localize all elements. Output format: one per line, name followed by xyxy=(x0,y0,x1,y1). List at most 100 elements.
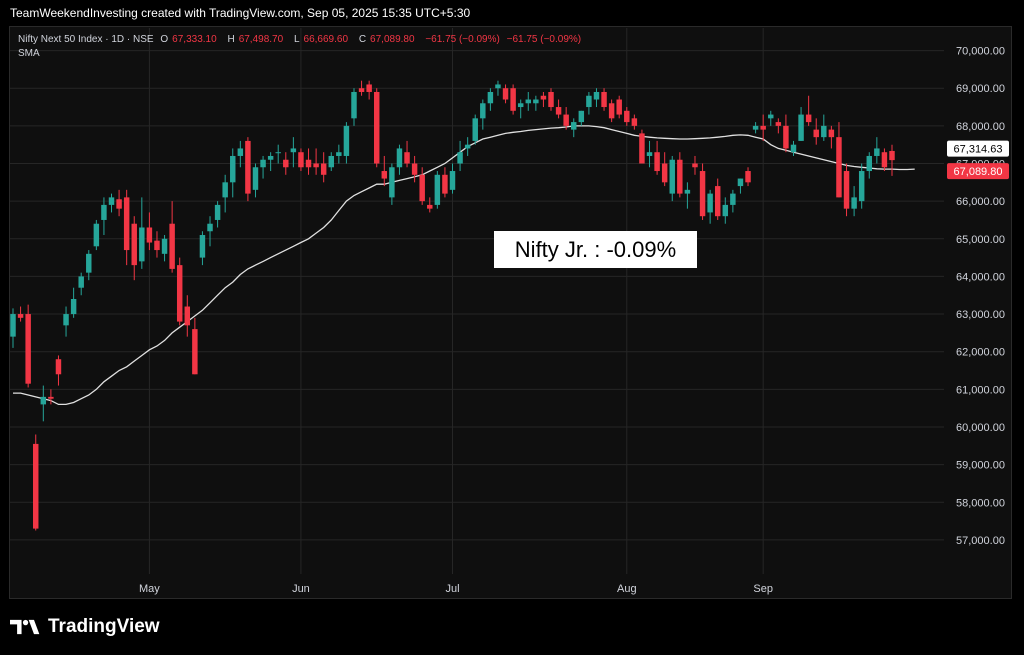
candle-body xyxy=(593,91,600,100)
candle-body xyxy=(464,144,471,149)
candle-body xyxy=(131,223,137,266)
candle-up xyxy=(768,110,774,126)
candle-down xyxy=(510,84,516,115)
candle-body xyxy=(555,107,562,115)
candle-body xyxy=(563,114,569,126)
candle-up xyxy=(230,148,236,198)
candle-body xyxy=(396,148,403,168)
y-tick-label: 69,000.00 xyxy=(956,83,1005,95)
candle-up xyxy=(252,163,259,198)
candle-down xyxy=(442,167,448,198)
change-value: −61.75 (−0.09%) xyxy=(425,34,500,45)
candle-body xyxy=(540,95,547,100)
candle-body xyxy=(101,204,107,220)
candle-down xyxy=(616,95,622,119)
header-bar: TeamWeekendInvesting created with Tradin… xyxy=(0,0,1024,26)
candle-body xyxy=(381,171,388,179)
footer-brand[interactable]: TradingView xyxy=(10,614,160,640)
candle-down xyxy=(33,434,39,531)
candle-up xyxy=(101,197,107,236)
candle-body xyxy=(10,314,16,337)
symbol-label[interactable]: Nifty Next 50 Index · 1D · NSE xyxy=(18,34,154,45)
close-label: C xyxy=(358,34,367,45)
candle-body xyxy=(714,186,721,217)
y-tick-label: 63,000.00 xyxy=(956,309,1005,321)
candle-body xyxy=(677,159,683,194)
price-label-text: 67,314.63 xyxy=(954,144,1003,156)
candle-down xyxy=(176,257,183,326)
candle-body xyxy=(881,152,888,168)
candle-up xyxy=(161,235,168,262)
candle-up xyxy=(199,231,206,266)
candle-body xyxy=(843,171,850,209)
candle-up xyxy=(63,306,69,337)
candle-body xyxy=(510,88,516,111)
candle-body xyxy=(752,125,759,130)
y-tick-label: 60,000.00 xyxy=(956,422,1005,434)
candle-body xyxy=(684,189,691,194)
candle-down xyxy=(48,389,54,405)
candle-down xyxy=(17,306,24,322)
candle-up xyxy=(737,178,744,194)
candle-down xyxy=(624,107,630,126)
candle-body xyxy=(661,163,668,183)
candle-up xyxy=(351,88,357,126)
candle-down xyxy=(639,129,645,164)
candle-down xyxy=(116,189,122,217)
candle-down xyxy=(184,295,191,337)
candle-body xyxy=(146,227,153,243)
candle-up xyxy=(222,174,228,213)
candle-body xyxy=(290,148,297,153)
y-tick-label: 61,000.00 xyxy=(956,384,1005,396)
candle-up xyxy=(790,140,797,156)
candle-body xyxy=(366,84,372,92)
low-label: L xyxy=(293,34,300,45)
candle-up xyxy=(578,110,585,126)
candle-body xyxy=(586,95,592,108)
candle-body xyxy=(737,178,744,187)
candle-up xyxy=(480,99,486,130)
candle-body xyxy=(336,152,342,156)
candle-body xyxy=(313,163,319,168)
candle-body xyxy=(169,223,175,269)
y-tick-label: 58,000.00 xyxy=(956,497,1005,509)
candle-up xyxy=(851,186,857,217)
candle-body xyxy=(639,133,645,164)
legend-ohlc-row: Nifty Next 50 Index · 1D · NSE O 67,333.1… xyxy=(18,34,585,45)
candle-body xyxy=(419,174,425,202)
sma-legend-label[interactable]: SMA xyxy=(18,48,40,59)
candle-down xyxy=(783,114,789,153)
y-tick-label: 59,000.00 xyxy=(956,460,1005,472)
candle-up xyxy=(730,189,736,213)
candle-up xyxy=(593,88,600,108)
candle-body xyxy=(472,118,478,141)
candle-down xyxy=(55,355,62,386)
candle-body xyxy=(745,171,751,183)
low-value: 66,669.60 xyxy=(303,34,349,45)
candle-down xyxy=(245,137,251,202)
candle-down xyxy=(828,125,835,149)
candle-body xyxy=(502,88,509,100)
candle-up xyxy=(275,144,281,164)
candle-body xyxy=(154,240,160,251)
candle-down xyxy=(714,178,721,220)
candle-body xyxy=(108,197,115,205)
candle-body xyxy=(17,314,24,318)
candle-down xyxy=(502,84,509,104)
candle-down xyxy=(313,148,319,175)
candle-body xyxy=(55,359,62,375)
candle-up xyxy=(858,163,865,209)
high-label: H xyxy=(227,34,235,45)
candle-down xyxy=(540,91,547,108)
candle-body xyxy=(874,148,880,156)
candle-body xyxy=(161,238,168,254)
open-value: 67,333.10 xyxy=(172,34,217,45)
candle-up xyxy=(571,118,577,138)
candle-up xyxy=(139,197,145,269)
candle-body xyxy=(411,163,418,175)
candle-body xyxy=(775,122,782,126)
candle-down xyxy=(373,88,380,168)
open-label: O xyxy=(160,34,169,45)
price-label-bg xyxy=(947,140,1009,157)
